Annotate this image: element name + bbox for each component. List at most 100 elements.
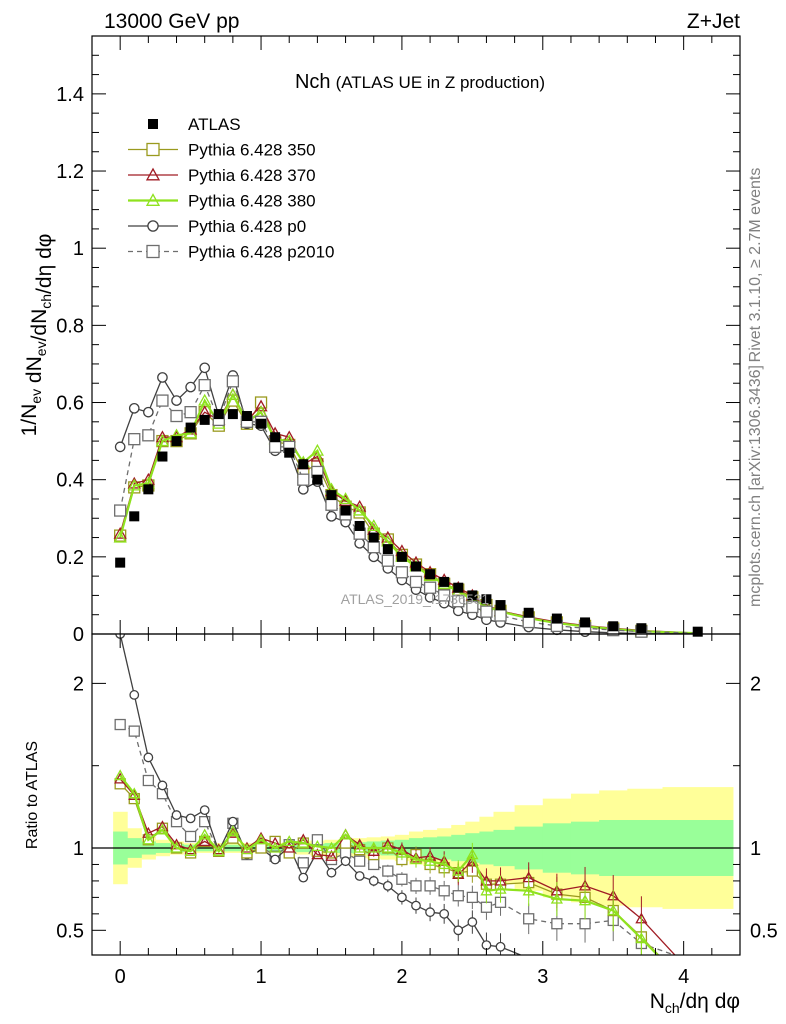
data-point: [467, 917, 478, 927]
data-point: [326, 511, 337, 522]
data-point: [184, 426, 198, 439]
data-point: [381, 554, 394, 567]
data-point: [283, 841, 296, 853]
data-point: [551, 918, 563, 930]
legend-label: Pythia 6.428 350: [188, 141, 316, 160]
data-point: [269, 841, 282, 853]
series-line: [119, 379, 698, 634]
y-label-sub: ch: [38, 294, 54, 309]
data-point: [382, 880, 393, 891]
legend-label: ATLAS: [188, 115, 241, 134]
data-point: [145, 193, 161, 206]
data-point: [113, 530, 127, 543]
legend-item: Pythia 6.428 380: [128, 192, 316, 211]
data-point: [452, 864, 465, 876]
data-point: [129, 690, 140, 700]
data-point: [607, 904, 620, 916]
data-point: [481, 594, 492, 605]
energy-label: 13000 GeV pp: [104, 10, 239, 33]
data-point: [382, 865, 394, 877]
data-point: [199, 816, 211, 828]
data-point: [240, 843, 254, 855]
data-point: [254, 399, 268, 412]
data-point: [114, 718, 126, 731]
data-point: [353, 841, 366, 853]
data-point: [297, 836, 310, 848]
data-point: [297, 473, 310, 486]
y-tick-label: 1.2: [56, 161, 84, 183]
data-point: [466, 891, 478, 904]
data-point: [198, 379, 211, 392]
ratio-line: [119, 774, 660, 955]
data-point: [325, 498, 338, 511]
data-point: [241, 411, 252, 422]
data-point: [410, 880, 422, 892]
data-point: [367, 841, 380, 853]
data-point: [466, 848, 479, 860]
data-point: [368, 876, 379, 886]
data-point: [227, 816, 238, 827]
data-point: [522, 615, 535, 629]
data-point: [171, 395, 182, 406]
data-point: [198, 393, 212, 406]
data-point: [199, 805, 210, 816]
data-point: [439, 908, 450, 919]
data-point: [185, 422, 196, 433]
data-point: [155, 434, 170, 447]
data-point: [114, 441, 126, 453]
data-point: [115, 557, 126, 568]
data-point: [255, 842, 267, 854]
data-point: [608, 621, 619, 632]
data-point: [354, 520, 365, 531]
y-tick-label: 0.4: [56, 470, 84, 492]
legend-item: Pythia 6.428 370: [128, 166, 316, 185]
data-point: [254, 396, 268, 409]
data-point: [143, 484, 154, 495]
data-point: [128, 725, 140, 737]
data-point: [148, 119, 158, 129]
data-point: [113, 526, 127, 539]
mcplots-label: mcplots.cern.ch [arXiv:1306.3436]: [747, 365, 764, 607]
data-point: [157, 451, 168, 462]
data-point: [411, 900, 421, 911]
ratio-frame: [91, 633, 741, 956]
x-label-part: N: [650, 990, 665, 1013]
data-point: [438, 885, 450, 897]
data-point: [312, 474, 323, 485]
data-point: [439, 576, 450, 587]
y-label-part: /dη dφ: [33, 234, 56, 294]
data-point: [409, 853, 423, 865]
data-point: [425, 569, 436, 580]
data-point: [636, 623, 647, 634]
data-point: [438, 858, 451, 870]
y-label-sub: ev: [28, 389, 44, 404]
data-point: [409, 575, 423, 589]
data-point: [311, 834, 324, 846]
data-point: [128, 433, 141, 446]
data-point: [452, 890, 464, 902]
data-point: [579, 918, 591, 930]
y-axis-label: 1/Nev dNev/dNch/dη dφ: [18, 234, 56, 437]
data-point: [270, 854, 281, 865]
data-point: [494, 882, 507, 894]
ratio-panel: 0.5 0.5 1 1 2 2 0 1 2 3 4 Ratio to ATLAS Nch/dη dφ: [24, 633, 778, 1016]
chart-title-main: Nch: [295, 71, 331, 93]
ratio-line: [119, 778, 676, 955]
process-label: Z+Jet: [687, 10, 740, 33]
legend-label: Pythia 6.428 370: [188, 166, 316, 185]
data-point: [395, 846, 409, 858]
ratio-y-axis-label: Ratio to ATLAS: [24, 741, 41, 849]
y-tick-label: 1: [73, 238, 84, 260]
data-point: [692, 626, 703, 637]
data-point: [325, 849, 338, 861]
x-tick-label: 3: [537, 966, 548, 988]
data-point: [156, 823, 169, 835]
data-point: [254, 831, 268, 843]
data-point: [270, 432, 281, 443]
data-point: [354, 538, 365, 549]
data-point: [298, 872, 309, 883]
data-point: [480, 884, 493, 896]
ratio-y-tick-label: 2: [73, 673, 84, 695]
ratio-y-tick-label: 1: [73, 838, 84, 860]
data-point: [254, 833, 268, 845]
